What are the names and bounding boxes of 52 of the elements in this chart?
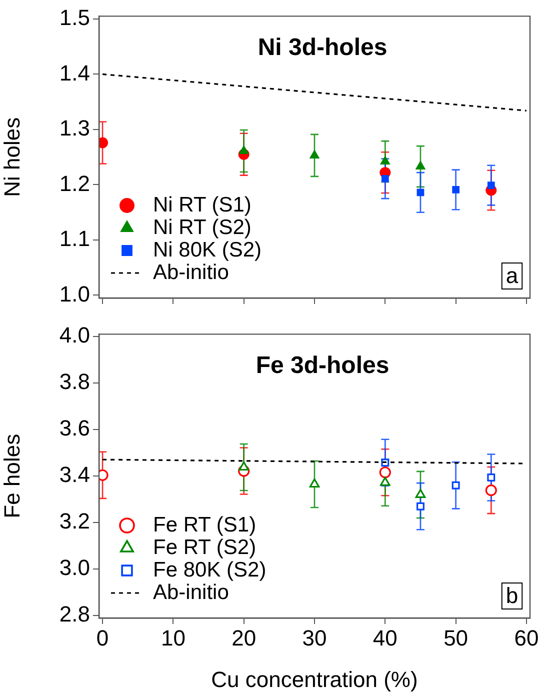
legend-label: Fe RT (S1) <box>153 513 256 536</box>
text: Ni 3d-holes <box>258 34 388 61</box>
y-tick-label: 3.6 <box>59 416 90 441</box>
point <box>416 502 424 510</box>
y-tick-label: 3.4 <box>59 462 90 488</box>
legend-label: Ab-initio <box>153 260 229 284</box>
y-tick-label: 1.4 <box>59 60 90 86</box>
point <box>416 188 424 196</box>
point <box>379 466 391 478</box>
point <box>239 146 249 154</box>
y-tick-label: 1.2 <box>59 170 90 196</box>
x-tick-label: 0 <box>96 625 109 650</box>
legend-label: Fe RT (S2) <box>153 536 256 559</box>
y-tick-label: 1.3 <box>59 116 90 141</box>
x-tick-label: 10 <box>160 625 186 650</box>
legend-label: Ni RT (S2) <box>153 216 252 239</box>
legend-label: Ni 80K (S2) <box>153 238 262 262</box>
x-tick-label: 50 <box>444 625 468 650</box>
point <box>380 476 390 486</box>
y-tick-label: 2.8 <box>59 602 90 627</box>
annotation: a <box>506 263 519 288</box>
legend-label: Ab-initio <box>153 580 229 604</box>
point <box>485 484 497 496</box>
y-tick-label: 1.1 <box>59 226 90 252</box>
point <box>487 474 496 482</box>
point <box>309 478 320 488</box>
y-tick-label: 3.8 <box>59 369 90 394</box>
y-axis-title: Ni holes <box>0 117 24 197</box>
legend-label: Fe 80K (S2) <box>153 558 266 582</box>
y-tick-label: 4.0 <box>59 322 90 348</box>
point <box>238 461 249 471</box>
point <box>380 156 390 165</box>
point <box>310 150 320 158</box>
point <box>416 160 426 170</box>
point <box>487 182 495 189</box>
point <box>452 481 460 490</box>
y-tick-label: 3.0 <box>59 555 90 580</box>
legend-label: Ni RT (S1) <box>153 193 252 216</box>
point <box>381 174 389 182</box>
y-tick-label: 1.0 <box>59 281 90 306</box>
x-axis-title: Cu concentration (%) <box>211 666 418 692</box>
y-tick-label: 1.5 <box>59 5 90 30</box>
annotation: b <box>506 583 518 608</box>
y-tick-label: 3.2 <box>59 508 90 534</box>
point <box>415 488 426 498</box>
x-tick-label: 20 <box>232 625 256 650</box>
point <box>452 186 460 194</box>
x-tick-label: 60 <box>514 625 539 650</box>
y-axis-title: Fe holes <box>0 434 24 518</box>
x-tick-label: 40 <box>372 625 398 650</box>
x-tick-label: 30 <box>302 625 327 650</box>
text: Fe 3d-holes <box>256 352 390 379</box>
